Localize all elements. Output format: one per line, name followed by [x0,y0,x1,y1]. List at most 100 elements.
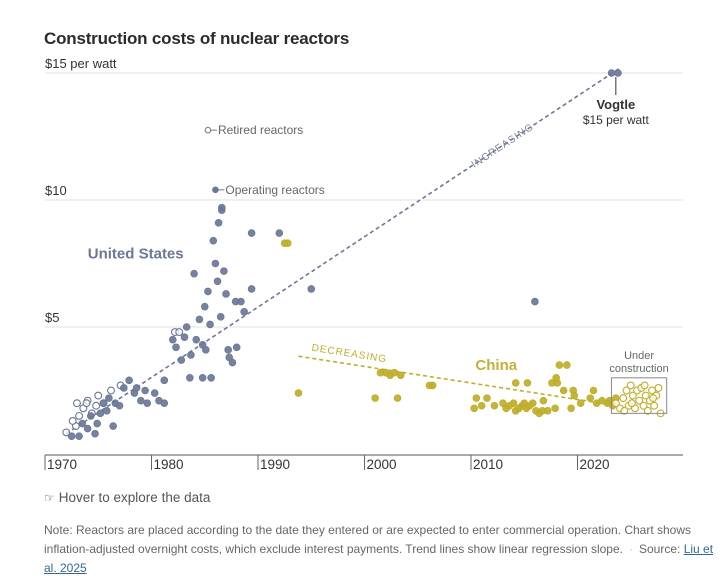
hover-hint: ☞ Hover to explore the data [44,490,210,505]
china-under-construction-point [641,391,650,400]
scatter-chart[interactable]: $5 $10 $15 per watt 1970 1980 1990 2000 2010 20… [0,0,723,480]
y-tick-label: $15 per watt [45,56,117,71]
x-axis: 1970 1980 1990 2000 2010 2020 [44,454,683,472]
china-operating-point [523,379,532,387]
us-operating-point [182,323,191,331]
us-operating-point [240,307,248,316]
increasing-label: INCREASING [470,122,536,171]
china-operating-point [294,389,303,397]
us-operating-point [180,333,189,341]
china-under-construction-point [650,401,659,410]
china-operating-point [586,394,595,402]
gridlines: $5 $10 $15 per watt [45,56,683,328]
us-operating-point [105,394,113,402]
china-operating-point [555,361,564,369]
us-operating-point [115,401,124,410]
us-operating-point [198,340,207,349]
legend-marker [204,126,212,134]
us-operating-point [237,297,245,306]
x-tick-label: 2000 [367,457,397,472]
us-operating-point [102,407,111,415]
us-retired-point [92,401,101,410]
china-operating-point [483,394,491,402]
us-operating-point [67,432,76,441]
us-retired-point [68,417,77,425]
china-operating-point [284,239,292,247]
china-under-construction-point [626,381,635,390]
china-operating-point [511,379,520,387]
us-operating-point [109,422,117,430]
us-operating-point [99,399,108,408]
china-operating-point [569,386,578,395]
legend-label: Retired reactors [218,123,303,137]
china-operating-point [553,379,562,387]
us-operating-point [204,287,212,296]
us-operating-point [216,313,225,321]
china-operating-point [543,407,552,415]
x-tick-label: 1980 [154,457,184,472]
us-operating-point [132,384,141,392]
us-operating-point [141,386,149,395]
trendlines [65,67,621,435]
china-operating-point [598,396,606,405]
us-operating-point [275,229,284,237]
us-operating-point [217,203,226,212]
us-operating-point [96,409,105,418]
us-operating-point [169,335,177,344]
us-label: United States [88,245,184,262]
us-operating-point [222,290,230,298]
decreasing-label: DECREASING [311,343,388,366]
china-under-construction-point [628,391,637,400]
us-operating-point [195,315,204,324]
us-operating-point [78,419,87,428]
china-operating-point [393,394,402,402]
us-operating-point [247,285,256,293]
us-operating-point [232,343,241,352]
us-operating-point [607,69,616,77]
x-tick-label: 1990 [260,457,290,472]
us-operating-point [172,343,180,352]
us-operating-point [247,229,256,237]
us-operating-point [186,373,194,382]
us-operating-point [209,236,218,245]
vogtle-value: $15 per watt [583,113,650,127]
us-operating-point [86,412,95,420]
us-retired-point [72,399,81,408]
china-under-construction-point [639,401,648,410]
us-operating-point [192,335,201,344]
china-under-construction-point [619,394,628,403]
us-operating-point [93,419,101,428]
china-label: China [475,357,517,374]
china-operating-point [490,401,499,410]
us-operating-point [220,267,228,275]
china-operating-point [551,404,559,413]
us-operating-point [125,376,133,385]
us-operating-point [531,297,539,306]
us-operating-point [187,351,195,359]
under-construction-box [610,377,668,414]
china-under-construction-point [649,394,658,403]
china-operating-point [371,394,379,402]
us-operating-point [150,389,159,397]
us-operating-point [143,399,152,408]
pointer-hand-icon: ☞ [44,490,55,505]
under-construction-label: Under [624,350,654,362]
data-points [62,69,665,441]
hover-hint-text: Hover to explore the data [58,490,211,505]
china-under-construction-point [611,399,620,408]
us-operating-point [177,356,186,364]
china-under-construction-point [643,406,652,415]
china-under-construction-point [635,396,644,405]
us-operating-point [137,396,145,405]
china-under-construction-point [654,384,663,392]
legend-label: Operating reactors [225,183,324,197]
china-operating-point [589,386,598,395]
us-operating-point [91,429,99,438]
source-label: Source: [638,542,681,556]
source-link[interactable]: Liu et al. 2025 [44,542,714,575]
vogtle-label: Vogtle [596,97,635,112]
us-operating-point [307,285,316,293]
us-retired-point [82,399,91,408]
annotations: Retired reactors Operating reactors United… [88,77,669,414]
china-operating-point [509,399,518,408]
